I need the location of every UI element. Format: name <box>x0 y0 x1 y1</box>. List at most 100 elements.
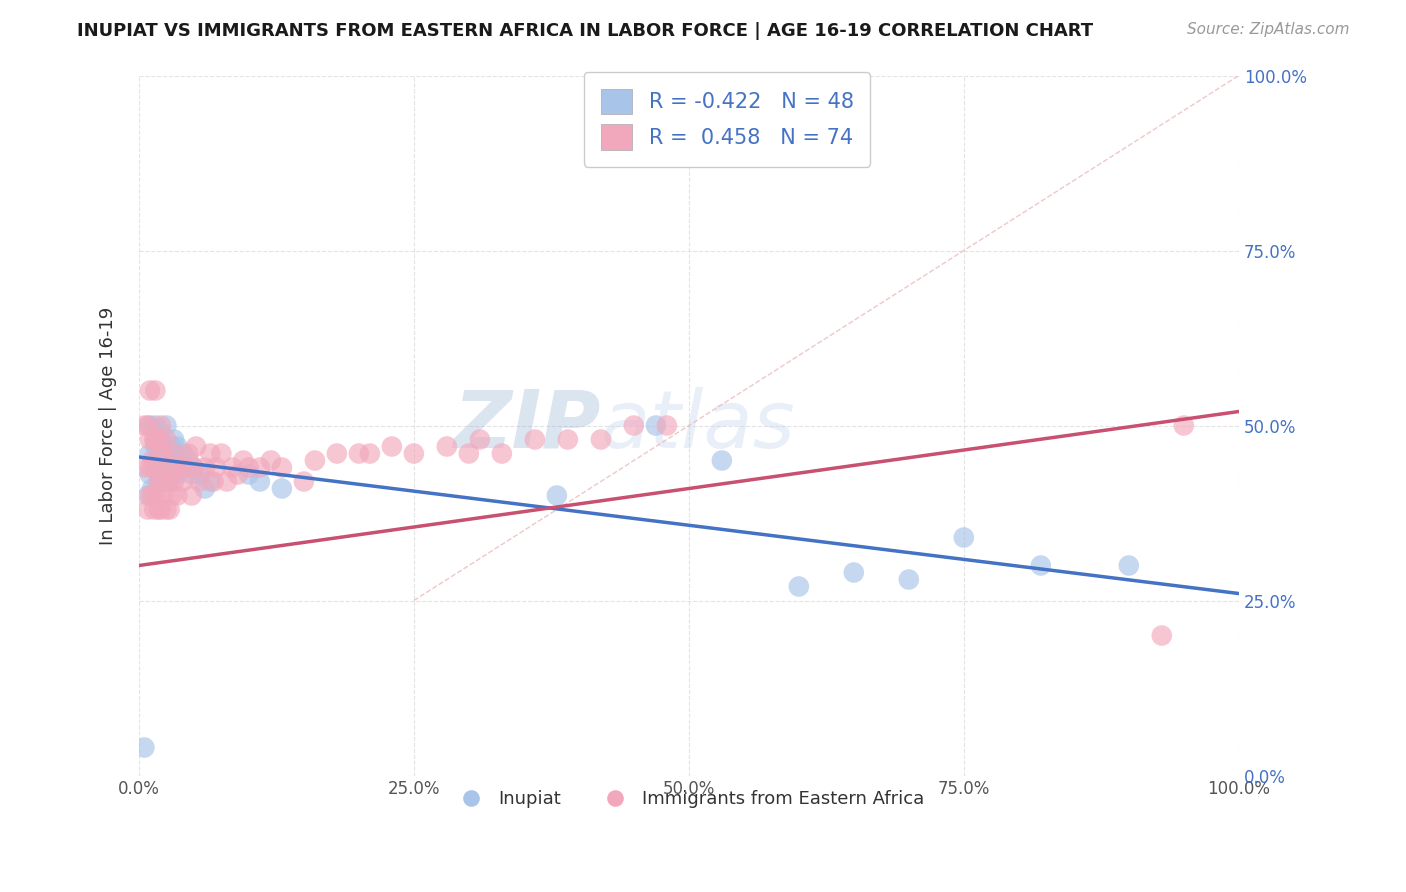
Point <box>897 573 920 587</box>
Point <box>200 446 222 460</box>
Point <box>952 531 974 545</box>
Point <box>655 418 678 433</box>
Point <box>139 460 162 475</box>
Point <box>221 460 243 475</box>
Point <box>457 446 479 460</box>
Point <box>159 446 181 460</box>
Point <box>139 489 162 503</box>
Point <box>159 502 181 516</box>
Point <box>180 467 202 482</box>
Point <box>842 566 865 580</box>
Point <box>188 467 211 482</box>
Point <box>159 460 181 475</box>
Point <box>177 453 200 467</box>
Point <box>270 482 292 496</box>
Point <box>149 467 172 482</box>
Point <box>145 489 167 503</box>
Point <box>163 475 186 489</box>
Point <box>136 489 159 503</box>
Point <box>160 440 183 454</box>
Point <box>468 433 491 447</box>
Point <box>145 384 167 398</box>
Point <box>194 482 217 496</box>
Point <box>139 384 162 398</box>
Point <box>200 475 222 489</box>
Point <box>136 502 159 516</box>
Point <box>270 460 292 475</box>
Point <box>155 446 177 460</box>
Point <box>160 460 183 475</box>
Point <box>145 460 167 475</box>
Point <box>359 446 381 460</box>
Point <box>139 433 162 447</box>
Point <box>149 418 172 433</box>
Point <box>148 475 170 489</box>
Point <box>623 418 645 433</box>
Point <box>149 446 172 460</box>
Point <box>180 489 202 503</box>
Point <box>1118 558 1140 573</box>
Point <box>523 433 546 447</box>
Point <box>589 433 612 447</box>
Point <box>202 475 225 489</box>
Text: ZIP: ZIP <box>454 386 600 465</box>
Point <box>139 467 162 482</box>
Point <box>177 446 200 460</box>
Point <box>644 418 666 433</box>
Text: INUPIAT VS IMMIGRANTS FROM EASTERN AFRICA IN LABOR FORCE | AGE 16-19 CORRELATION: INUPIAT VS IMMIGRANTS FROM EASTERN AFRIC… <box>77 22 1094 40</box>
Point <box>292 475 315 489</box>
Point <box>166 467 188 482</box>
Point <box>152 475 174 489</box>
Point <box>1173 418 1195 433</box>
Point <box>148 446 170 460</box>
Point <box>183 460 205 475</box>
Point <box>149 502 172 516</box>
Point <box>174 460 197 475</box>
Point <box>149 446 172 460</box>
Point <box>145 440 167 454</box>
Y-axis label: In Labor Force | Age 16-19: In Labor Force | Age 16-19 <box>100 306 117 545</box>
Point <box>155 418 177 433</box>
Point <box>155 433 177 447</box>
Point <box>546 489 568 503</box>
Point <box>232 453 254 467</box>
Text: atlas: atlas <box>600 386 796 465</box>
Text: Source: ZipAtlas.com: Source: ZipAtlas.com <box>1187 22 1350 37</box>
Point <box>143 502 166 516</box>
Point <box>152 489 174 503</box>
Point <box>209 446 232 460</box>
Point <box>139 418 162 433</box>
Point <box>238 467 260 482</box>
Point <box>148 433 170 447</box>
Point <box>172 446 194 460</box>
Point <box>166 440 188 454</box>
Point <box>174 460 197 475</box>
Point <box>238 460 260 475</box>
Point <box>163 460 186 475</box>
Point <box>249 460 271 475</box>
Point <box>155 467 177 482</box>
Point <box>184 440 207 454</box>
Point <box>160 467 183 482</box>
Point <box>787 580 810 594</box>
Point <box>215 475 238 489</box>
Point <box>226 467 249 482</box>
Point <box>152 440 174 454</box>
Point <box>149 475 172 489</box>
Point <box>436 440 458 454</box>
Point <box>260 453 283 467</box>
Point <box>205 460 228 475</box>
Point <box>160 489 183 503</box>
Point <box>149 425 172 440</box>
Point <box>326 446 349 460</box>
Point <box>1150 628 1173 642</box>
Point <box>141 482 163 496</box>
Point <box>163 446 186 460</box>
Point <box>155 475 177 489</box>
Point <box>183 460 205 475</box>
Point <box>188 475 211 489</box>
Point <box>141 453 163 467</box>
Point <box>249 475 271 489</box>
Point <box>134 418 156 433</box>
Point <box>166 489 188 503</box>
